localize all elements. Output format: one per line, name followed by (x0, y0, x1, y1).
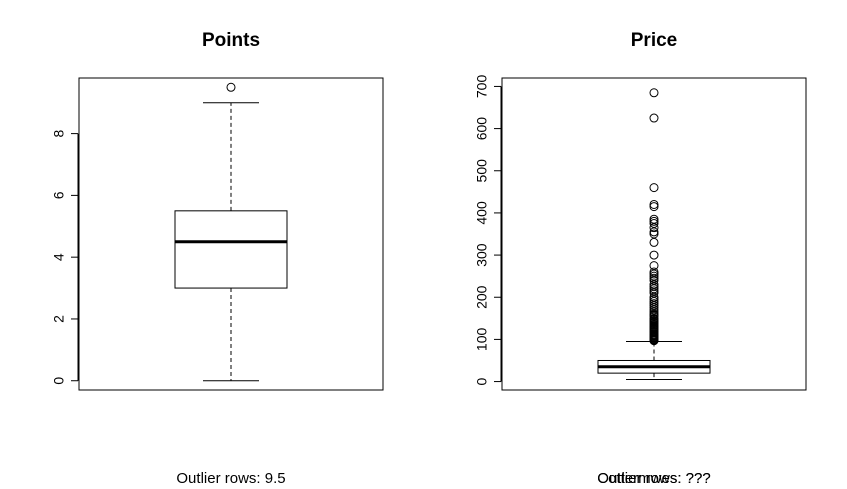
y-tick-label: 600 (474, 117, 490, 141)
y-tick-label: 0 (474, 377, 490, 385)
iqr-box (174, 210, 288, 289)
outlier-point (649, 261, 659, 271)
outlier-point (649, 113, 659, 123)
points-box (174, 82, 288, 382)
y-tick-label: 8 (51, 130, 67, 138)
price-box (597, 88, 711, 380)
y-tick-label: 2 (51, 315, 67, 323)
outlier-point (649, 214, 659, 224)
outlier-point (226, 82, 236, 92)
outlier-point (649, 250, 659, 260)
y-tick-label: 200 (474, 285, 490, 309)
points-panel: Points 0 2 4 6 8 Outlier rows: 9.5 (51, 30, 384, 487)
y-tick-label: 300 (474, 243, 490, 267)
outlier-point (649, 88, 659, 98)
outlier-point (649, 273, 659, 283)
points-outlier-caption: Outlier rows: 9.5 (176, 470, 285, 487)
outlier-point (649, 199, 659, 209)
outlier-point (649, 202, 659, 212)
y-tick-label: 700 (474, 75, 490, 99)
price-plot-frame (501, 77, 807, 391)
outlier-point (649, 237, 659, 247)
y-tick-label: 100 (474, 328, 490, 352)
points-plot-frame (78, 77, 384, 391)
price-panel: Price 0 100 200 300 400 500 600 700 Outlier row… (474, 30, 807, 487)
y-tick-label: 500 (474, 159, 490, 183)
price-outlier-caption-1: Outlier rows: ??? (597, 470, 710, 487)
outlier-point (649, 216, 659, 226)
price-title: Price (631, 30, 677, 51)
y-tick-label: 6 (51, 191, 67, 199)
y-tick-label: 4 (51, 253, 67, 261)
outlier-point (649, 218, 659, 228)
price-outlier-caption-2: Cottermwes: ??? (597, 470, 710, 487)
outlier-point (649, 271, 659, 281)
outlier-point (649, 286, 659, 296)
outlier-point (649, 299, 659, 309)
y-tick-label: 0 (51, 377, 67, 385)
outlier-point (649, 229, 659, 239)
outlier-point (649, 183, 659, 193)
points-y-axis: 0 2 4 6 8 (51, 130, 79, 385)
points-title: Points (202, 30, 260, 51)
outlier-point (649, 267, 659, 277)
price-y-axis: 0 100 200 300 400 500 600 700 (474, 75, 502, 385)
y-tick-label: 400 (474, 201, 490, 225)
